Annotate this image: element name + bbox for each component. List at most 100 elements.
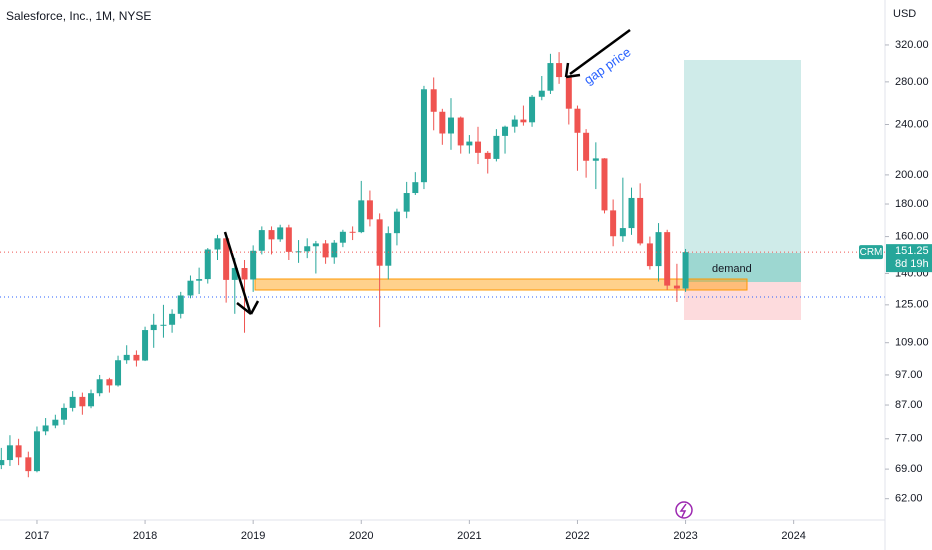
y-tick-label: 200.00 — [895, 169, 929, 181]
candle-body — [601, 158, 608, 211]
demand-zone — [684, 253, 801, 282]
candle-body — [187, 280, 194, 296]
candle-body — [447, 117, 454, 134]
candle-body — [88, 393, 95, 407]
candle-body — [403, 193, 410, 212]
x-tick-label: 2023 — [673, 530, 697, 542]
countdown-label: 8d 19h — [895, 258, 929, 270]
candle-body — [6, 445, 13, 461]
candle-body — [556, 63, 563, 78]
candles — [0, 52, 689, 478]
event-icon[interactable] — [675, 501, 693, 519]
candle-body — [312, 243, 319, 247]
candle-body — [646, 243, 653, 267]
candle-body — [277, 227, 284, 240]
candle-body — [673, 285, 680, 289]
arrow — [223, 231, 252, 313]
candle-body — [60, 407, 67, 420]
symbol-label: CRM — [860, 247, 883, 258]
candle-body — [214, 238, 221, 250]
candle-body — [664, 232, 671, 286]
candle-body — [457, 117, 464, 146]
candle-body — [475, 141, 482, 153]
candle-body — [250, 250, 257, 280]
candle-body — [231, 268, 238, 280]
y-tick-label: 280.00 — [895, 76, 929, 88]
x-tick-label: 2020 — [349, 530, 373, 542]
candle-body — [304, 246, 311, 252]
candle-body — [466, 141, 473, 146]
y-tick-label: 77.00 — [895, 433, 923, 445]
x-tick-label: 2019 — [241, 530, 265, 542]
candle-body — [349, 231, 356, 233]
candle-body — [177, 295, 184, 314]
candle-body — [619, 228, 626, 237]
candle-body — [241, 268, 248, 280]
candle-body — [79, 396, 86, 407]
candle-body — [376, 219, 383, 266]
candle-body — [637, 197, 644, 244]
y-tick-label: 125.00 — [895, 299, 929, 311]
symbol-badge — [859, 245, 883, 260]
candle-body — [565, 77, 572, 109]
candle-body — [106, 379, 113, 386]
y-tick-label: 62.00 — [895, 493, 923, 505]
x-tick-label: 2021 — [457, 530, 481, 542]
event-icon-bolt — [679, 503, 687, 518]
arrow-head — [564, 62, 581, 79]
candle-body — [439, 111, 446, 134]
candle-body — [385, 233, 392, 266]
candle-body — [258, 230, 265, 251]
y-tick-label: 180.00 — [895, 198, 929, 210]
candle-body — [115, 360, 122, 386]
candle-body — [610, 210, 617, 237]
candle-body — [123, 354, 130, 361]
candle-body — [502, 126, 509, 136]
candle-body — [420, 89, 427, 183]
y-tick-label: 69.00 — [895, 463, 923, 475]
candle-body — [655, 232, 662, 267]
candle-body — [682, 252, 689, 289]
price-badge — [886, 244, 932, 273]
candle-body — [493, 135, 500, 159]
candle-body — [150, 324, 157, 331]
candle-body — [0, 460, 5, 466]
arrow — [569, 28, 631, 76]
target-zone — [684, 60, 801, 253]
arrow-head — [236, 300, 260, 315]
y-tick-label: 240.00 — [895, 118, 929, 130]
candle-body — [295, 251, 302, 253]
y-axis-label: USD — [893, 8, 916, 20]
candle-body — [574, 108, 581, 133]
candle-body — [393, 211, 400, 234]
candle-body — [366, 200, 373, 220]
candle-body — [520, 119, 527, 123]
candle-body — [583, 132, 590, 161]
candle-body — [592, 158, 599, 161]
y-tick-label: 87.00 — [895, 399, 923, 411]
candle-body — [511, 119, 518, 127]
candle-body — [529, 96, 536, 123]
y-tick-label: 109.00 — [895, 337, 929, 349]
x-tick-label: 2018 — [133, 530, 157, 542]
x-tick-label: 2022 — [565, 530, 589, 542]
candle-body — [160, 324, 167, 326]
y-tick-label: 320.00 — [895, 39, 929, 51]
annotation: demand — [712, 263, 752, 275]
candle-body — [358, 200, 365, 233]
candle-body — [133, 354, 140, 361]
candle-body — [52, 419, 59, 426]
candle-body — [69, 396, 76, 408]
candle-body — [538, 90, 545, 97]
candle-body — [204, 249, 211, 280]
candle-body — [196, 279, 203, 281]
candle-body — [430, 89, 437, 112]
x-tick-label: 2017 — [25, 530, 49, 542]
candle-body — [268, 230, 275, 240]
candle-body — [628, 197, 635, 229]
candle-body — [169, 313, 176, 325]
candle-body — [96, 379, 103, 394]
y-tick-label: 160.00 — [895, 230, 929, 242]
